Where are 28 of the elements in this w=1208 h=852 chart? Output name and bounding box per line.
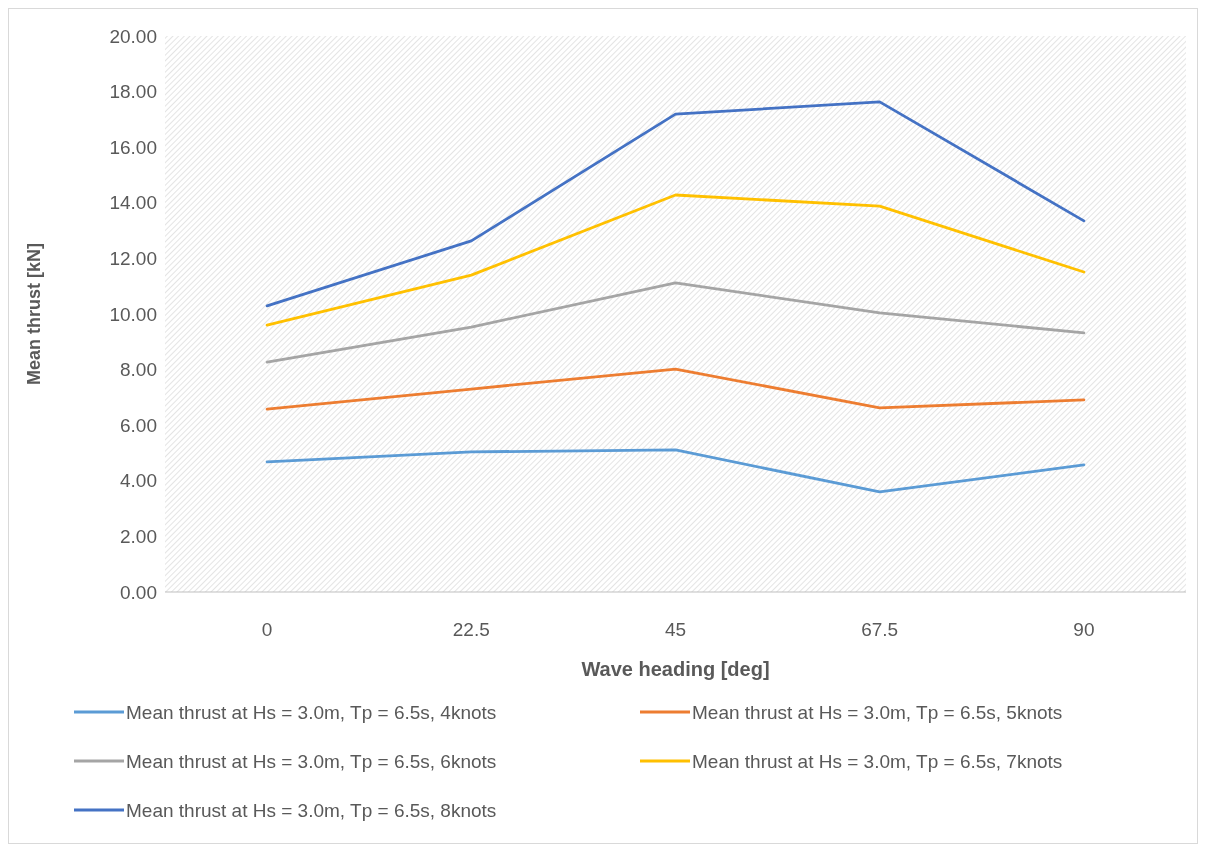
y-tick-label: 16.00 <box>109 136 157 158</box>
y-tick-label: 0.00 <box>120 581 157 603</box>
x-tick-label: 22.5 <box>452 619 490 640</box>
x-tick-label: 45 <box>664 619 687 640</box>
y-tick-label: 6.00 <box>120 414 157 436</box>
legend-label: Mean thrust at Hs = 3.0m, Tp = 6.5s, 7knots <box>692 750 1063 772</box>
line-series <box>265 193 1086 327</box>
x-tick-label: 0 <box>261 619 273 640</box>
line-series <box>265 448 1086 494</box>
line-series <box>265 367 1086 411</box>
x-axis-title: Wave heading [deg] <box>581 658 770 680</box>
x-tick-label: 90 <box>1073 619 1095 640</box>
y-tick-label: 10.00 <box>109 303 157 325</box>
legend-label: Mean thrust at Hs = 3.0m, Tp = 6.5s, 6knots <box>126 750 497 772</box>
legend-label: Mean thrust at Hs = 3.0m, Tp = 6.5s, 4knots <box>126 701 497 723</box>
y-tick-label: 4.00 <box>120 470 157 492</box>
y-tick-label: 20.00 <box>109 25 157 47</box>
legend-label: Mean thrust at Hs = 3.0m, Tp = 6.5s, 5knots <box>692 701 1063 723</box>
y-tick-label: 14.00 <box>109 192 157 214</box>
line-series <box>265 100 1086 308</box>
legend-label: Mean thrust at Hs = 3.0m, Tp = 6.5s, 8knots <box>126 799 497 821</box>
y-tick-label: 2.00 <box>120 526 157 548</box>
y-tick-label: 8.00 <box>120 359 157 381</box>
x-tick-label: 67.5 <box>861 619 899 640</box>
y-tick-label: 12.00 <box>109 248 157 270</box>
y-axis-title: Mean thrust [kN] <box>24 242 44 386</box>
line-series <box>265 281 1086 364</box>
y-tick-label: 18.00 <box>109 81 157 103</box>
